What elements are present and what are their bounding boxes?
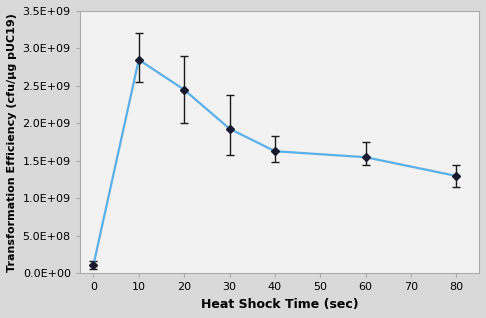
- X-axis label: Heat Shock Time (sec): Heat Shock Time (sec): [201, 298, 358, 311]
- Y-axis label: Transformation Efficiency (cfu/μg pUC19): Transformation Efficiency (cfu/μg pUC19): [7, 13, 17, 272]
